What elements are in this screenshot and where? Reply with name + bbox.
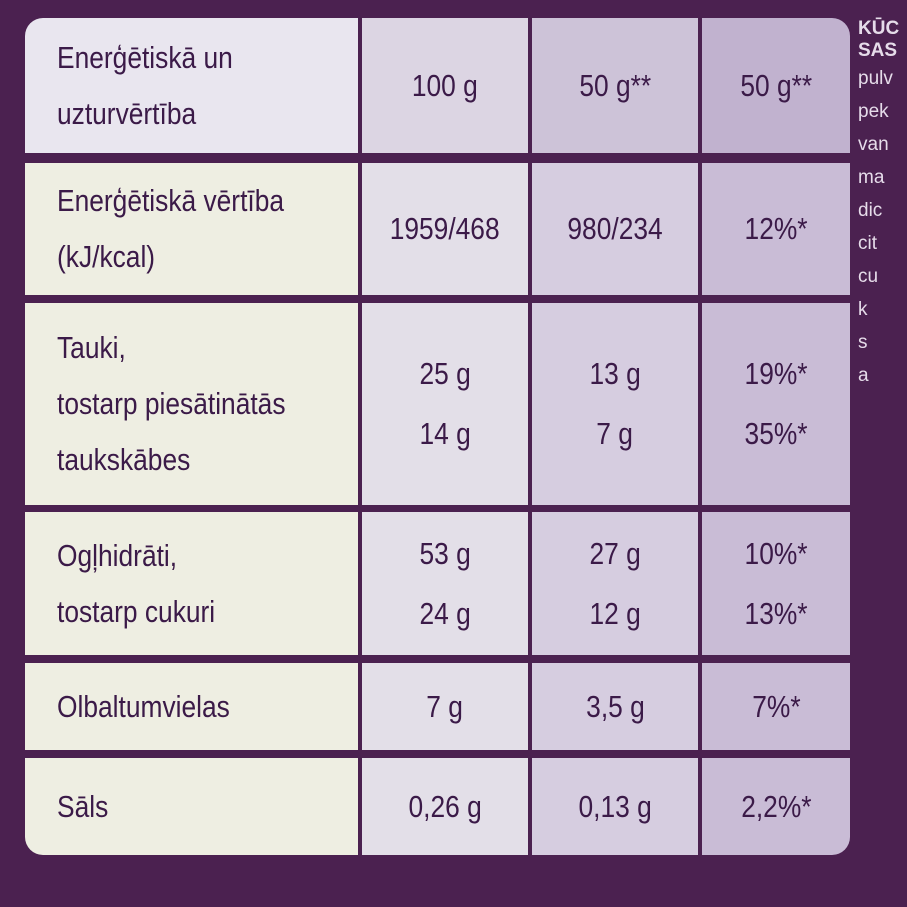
side-line: cit bbox=[858, 233, 877, 254]
cell-text: Olbaltumvielas bbox=[57, 688, 230, 724]
cell-text: tostarp cukuri bbox=[57, 593, 216, 629]
row-label: Enerģētiskā vērtība (kJ/kcal) bbox=[25, 163, 358, 295]
cell-text: 100 g bbox=[412, 67, 478, 103]
side-line: pek bbox=[858, 101, 889, 122]
cell-text: 0,13 g bbox=[578, 788, 652, 824]
nutrition-table: Enerģētiskā un uzturvērtība 100 g 50 g** 50 … bbox=[25, 18, 850, 855]
cell-text: 7%* bbox=[751, 688, 801, 724]
value-cell: 12%* bbox=[702, 163, 850, 295]
side-line: SAS bbox=[858, 40, 898, 61]
cell-text: Sāls bbox=[57, 788, 109, 824]
side-line: pulv bbox=[858, 68, 893, 89]
value-cell: 7 g bbox=[362, 663, 528, 750]
cell-text: 12 g bbox=[589, 595, 641, 631]
cell-text: 53 g bbox=[419, 535, 471, 571]
row-label: Tauki, tostarp piesātinātās taukskābes bbox=[25, 303, 358, 505]
cell-text: 24 g bbox=[419, 595, 471, 631]
value-cell: 3,5 g bbox=[532, 663, 698, 750]
value-cell: 1959/468 bbox=[362, 163, 528, 295]
value-cell: 100 g bbox=[362, 18, 528, 153]
row-label: Enerģētiskā un uzturvērtība bbox=[25, 18, 358, 153]
side-line: k bbox=[858, 299, 868, 320]
side-line: cu bbox=[858, 266, 879, 287]
cell-text: 27 g bbox=[589, 535, 641, 571]
cell-text: 1959/468 bbox=[390, 211, 500, 246]
cell-text: 35%* bbox=[744, 416, 808, 451]
cell-text: 14 g bbox=[419, 416, 471, 451]
cell-text: Ogļhidrāti, bbox=[57, 537, 178, 573]
cell-text: taukskābes bbox=[57, 442, 191, 477]
cell-text: 19%* bbox=[744, 356, 808, 391]
cell-text: (kJ/kcal) bbox=[57, 239, 156, 274]
cell-text: 980/234 bbox=[567, 211, 663, 246]
side-line: dic bbox=[858, 200, 883, 221]
cell-text: uzturvērtība bbox=[57, 95, 197, 131]
cell-text: tostarp piesātinātās bbox=[57, 386, 286, 421]
cell-text: Enerģētiskā un bbox=[57, 39, 233, 75]
cell-text: 12%* bbox=[744, 211, 808, 246]
cell-text: Enerģētiskā vērtība bbox=[57, 183, 285, 218]
cell-text: 7 g bbox=[426, 688, 464, 724]
value-cell: 13 g 7 g bbox=[532, 303, 698, 505]
side-line: a bbox=[858, 365, 869, 386]
row-label: Ogļhidrāti, tostarp cukuri bbox=[25, 512, 358, 655]
value-cell: 50 g** bbox=[532, 18, 698, 153]
cell-text: 13%* bbox=[744, 595, 808, 631]
value-cell: 10%* 13%* bbox=[702, 512, 850, 655]
value-cell: 7%* bbox=[702, 663, 850, 750]
value-cell: 0,26 g bbox=[362, 758, 528, 855]
value-cell: 50 g** bbox=[702, 18, 850, 153]
cell-text: 50 g** bbox=[579, 67, 651, 103]
value-cell: 2,2%* bbox=[702, 758, 850, 855]
cell-text: 13 g bbox=[589, 356, 641, 391]
cell-text: 25 g bbox=[419, 356, 471, 391]
cell-text: 3,5 g bbox=[585, 688, 645, 724]
value-cell: 19%* 35%* bbox=[702, 303, 850, 505]
value-cell: 25 g 14 g bbox=[362, 303, 528, 505]
row-label: Olbaltumvielas bbox=[25, 663, 358, 750]
cell-text: Tauki, bbox=[57, 330, 126, 365]
cell-text: 50 g** bbox=[740, 67, 812, 103]
value-cell: 27 g 12 g bbox=[532, 512, 698, 655]
row-label: Sāls bbox=[25, 758, 358, 855]
side-line: s bbox=[858, 332, 868, 353]
cell-text: 7 g bbox=[596, 416, 634, 451]
cell-text: 2,2%* bbox=[740, 788, 812, 824]
value-cell: 0,13 g bbox=[532, 758, 698, 855]
cell-text: 10%* bbox=[744, 535, 808, 571]
side-text: KŪC SAS pulv pek van ma dic cit cu k s a bbox=[858, 18, 899, 392]
cell-text: 0,26 g bbox=[408, 788, 482, 824]
value-cell: 980/234 bbox=[532, 163, 698, 295]
value-cell: 53 g 24 g bbox=[362, 512, 528, 655]
side-line: ma bbox=[858, 167, 885, 188]
side-line: KŪC bbox=[858, 18, 900, 39]
side-line: van bbox=[858, 134, 889, 155]
